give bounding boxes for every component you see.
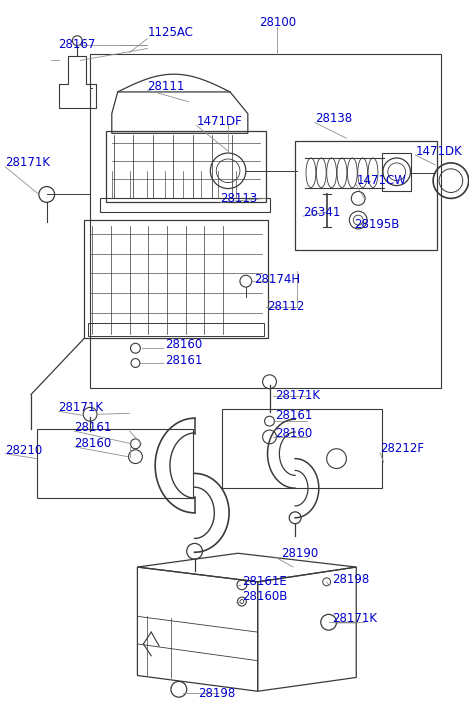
- Text: 28171K: 28171K: [333, 612, 378, 624]
- Text: 28160: 28160: [275, 427, 313, 441]
- Text: 28160: 28160: [165, 338, 202, 351]
- Text: 28212F: 28212F: [380, 442, 424, 455]
- Bar: [295, 141, 437, 249]
- Text: 28174H: 28174H: [254, 273, 300, 286]
- Text: 28111: 28111: [147, 79, 185, 92]
- Text: 28112: 28112: [267, 300, 305, 313]
- Text: 28195B: 28195B: [354, 217, 400, 230]
- Text: 1125AC: 1125AC: [147, 26, 193, 39]
- Text: 28190: 28190: [282, 547, 319, 560]
- Bar: [222, 409, 382, 489]
- Text: 28171K: 28171K: [5, 156, 50, 169]
- Text: 28161E: 28161E: [242, 575, 287, 588]
- Text: 28138: 28138: [315, 112, 352, 125]
- Text: 28198: 28198: [199, 687, 236, 699]
- Text: 28160B: 28160B: [242, 590, 287, 603]
- Bar: [84, 220, 267, 338]
- Bar: [37, 429, 192, 498]
- Text: 28210: 28210: [5, 444, 43, 457]
- Text: 1471CW: 1471CW: [356, 174, 406, 187]
- Bar: [88, 323, 264, 337]
- Bar: [100, 198, 270, 212]
- Text: 1471DK: 1471DK: [415, 145, 462, 158]
- Text: 28198: 28198: [333, 574, 370, 587]
- Text: 1471DF: 1471DF: [197, 115, 242, 128]
- Bar: [106, 132, 265, 202]
- Text: 26341: 26341: [303, 206, 340, 219]
- Text: 28113: 28113: [220, 192, 257, 205]
- Text: 28171K: 28171K: [275, 389, 320, 402]
- Text: 28161: 28161: [74, 421, 112, 433]
- Text: 28167: 28167: [59, 38, 96, 51]
- Text: 28171K: 28171K: [59, 401, 103, 414]
- Text: 28100: 28100: [259, 17, 296, 29]
- Bar: [382, 153, 411, 190]
- Text: 28161: 28161: [275, 409, 313, 422]
- Text: 28161: 28161: [165, 353, 202, 366]
- Text: 28160: 28160: [74, 438, 111, 450]
- Bar: [90, 55, 441, 387]
